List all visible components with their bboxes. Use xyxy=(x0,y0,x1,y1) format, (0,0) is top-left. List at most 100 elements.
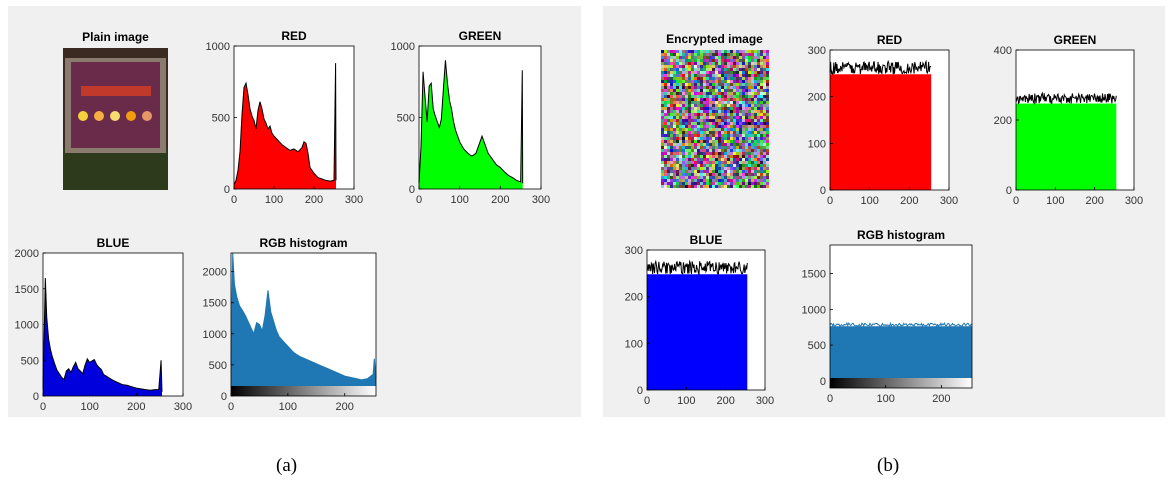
sign-screen xyxy=(71,62,160,148)
histogram-blue: BLUE 0 100 200 300 0 100 200 300 xyxy=(625,233,775,407)
chart-title: RED xyxy=(877,33,903,47)
encrypted-image xyxy=(661,50,769,188)
x-tick-label: 300 xyxy=(1125,195,1143,207)
x-tick-label: 0 xyxy=(40,401,46,413)
histogram-noise-edge xyxy=(1015,91,1117,105)
histogram-outline xyxy=(418,60,524,184)
y-tick-label: 100 xyxy=(625,338,643,350)
histogram-noise-edge xyxy=(829,59,932,75)
histogram-red: RED 0 100 200 300 0 100 200 300 xyxy=(808,33,959,207)
y-tick-label: 300 xyxy=(625,245,643,257)
chart-title: BLUE xyxy=(690,233,723,247)
histogram-area xyxy=(234,63,336,189)
y-tick-label: 200 xyxy=(808,92,826,104)
histogram-bars xyxy=(830,74,932,190)
caption-b: (b) xyxy=(877,455,900,476)
chart-title: GREEN xyxy=(459,29,502,43)
x-tick-label: 0 xyxy=(644,395,650,407)
x-tick-label: 300 xyxy=(174,401,192,413)
histogram-blue: BLUE 0 100 200 300 0 500 1000 1500 2000 xyxy=(15,236,193,413)
x-tick-label: 0 xyxy=(827,195,833,207)
histogram-outline xyxy=(42,278,163,392)
x-tick-label: 0 xyxy=(228,401,234,413)
histogram-outline xyxy=(233,63,337,185)
plot-frame xyxy=(230,252,377,397)
y-tick-label: 500 xyxy=(212,113,230,125)
plot-area xyxy=(43,253,183,396)
y-tick-label: 400 xyxy=(994,45,1012,57)
sign-button xyxy=(78,111,88,121)
histogram-bars xyxy=(647,274,748,390)
x-tick-label: 100 xyxy=(80,401,98,413)
chart-title: GREEN xyxy=(1054,33,1097,47)
x-tick-label: 300 xyxy=(532,194,550,206)
x-tick-label: 200 xyxy=(336,401,354,413)
y-tick-label: 1000 xyxy=(802,304,826,316)
x-tick-label: 100 xyxy=(265,194,283,206)
histogram-noise-edge xyxy=(829,321,973,328)
x-tick-label: 0 xyxy=(827,393,833,405)
y-tick-label: 100 xyxy=(808,138,826,150)
sign-banner xyxy=(81,86,151,96)
x-tick-label: 100 xyxy=(1046,195,1064,207)
y-tick-label: 1000 xyxy=(15,320,39,332)
histogram-noise-edge xyxy=(646,259,748,276)
x-tick-label: 100 xyxy=(279,401,297,413)
y-tick-label: 500 xyxy=(21,355,39,367)
histogram-red: RED 0 100 200 300 0 500 1000 xyxy=(206,29,364,206)
sign-button xyxy=(142,111,152,121)
plant-foliage xyxy=(63,148,168,190)
x-tick-label: 100 xyxy=(860,195,878,207)
y-tick-label: 0 xyxy=(820,185,826,197)
y-tick-label: 0 xyxy=(33,391,39,403)
y-tick-label: 500 xyxy=(808,340,826,352)
y-tick-label: 200 xyxy=(994,115,1012,127)
caption-a: (a) xyxy=(276,455,298,476)
x-tick-label: 0 xyxy=(231,194,237,206)
y-tick-label: 2000 xyxy=(15,248,39,260)
y-tick-label: 0 xyxy=(1006,185,1012,197)
histogram-bars xyxy=(830,326,972,381)
histogram-outline xyxy=(230,252,377,381)
chart-title: RGB histogram xyxy=(857,228,945,242)
intensity-colorbar xyxy=(830,378,972,388)
image-title: Plain image xyxy=(82,30,149,44)
y-tick-label: 200 xyxy=(625,292,643,304)
y-tick-label: 500 xyxy=(209,360,227,372)
y-tick-label: 1500 xyxy=(203,298,227,310)
y-tick-label: 0 xyxy=(221,391,227,403)
y-tick-label: 300 xyxy=(808,45,826,57)
y-tick-label: 1500 xyxy=(15,284,39,296)
plot-frame xyxy=(829,49,950,191)
x-tick-label: 100 xyxy=(677,395,695,407)
y-tick-label: 2000 xyxy=(203,267,227,279)
x-tick-label: 200 xyxy=(932,393,950,405)
y-tick-label: 0 xyxy=(409,184,415,196)
histogram-area xyxy=(419,60,523,189)
histogram-green: GREEN 0 100 200 300 0 200 400 xyxy=(994,33,1144,207)
y-tick-label: 1000 xyxy=(391,41,415,53)
sign-button xyxy=(110,111,120,121)
x-tick-label: 200 xyxy=(491,194,509,206)
y-tick-label: 500 xyxy=(397,113,415,125)
sign-button xyxy=(94,111,104,121)
chart-title: RGB histogram xyxy=(259,236,347,250)
intensity-colorbar xyxy=(231,386,376,396)
x-tick-label: 200 xyxy=(716,395,734,407)
sign-button xyxy=(126,111,136,121)
x-tick-label: 200 xyxy=(127,401,145,413)
chart-title: BLUE xyxy=(97,236,130,250)
x-tick-label: 300 xyxy=(756,395,774,407)
histogram-green: GREEN 0 100 200 300 0 500 1000 xyxy=(391,29,551,206)
x-tick-label: 100 xyxy=(450,194,468,206)
plot-frame xyxy=(646,249,766,391)
x-tick-label: 300 xyxy=(940,195,958,207)
y-tick-label: 0 xyxy=(820,376,826,388)
histogram-rgb-histogram: RGB histogram 0 100 200 0 500 1000 1500 xyxy=(802,228,973,405)
x-tick-label: 300 xyxy=(345,194,363,206)
image-title: Encrypted image xyxy=(666,32,763,46)
histogram-bars xyxy=(1016,103,1117,190)
y-tick-label: 1500 xyxy=(802,269,826,281)
x-tick-label: 0 xyxy=(416,194,422,206)
